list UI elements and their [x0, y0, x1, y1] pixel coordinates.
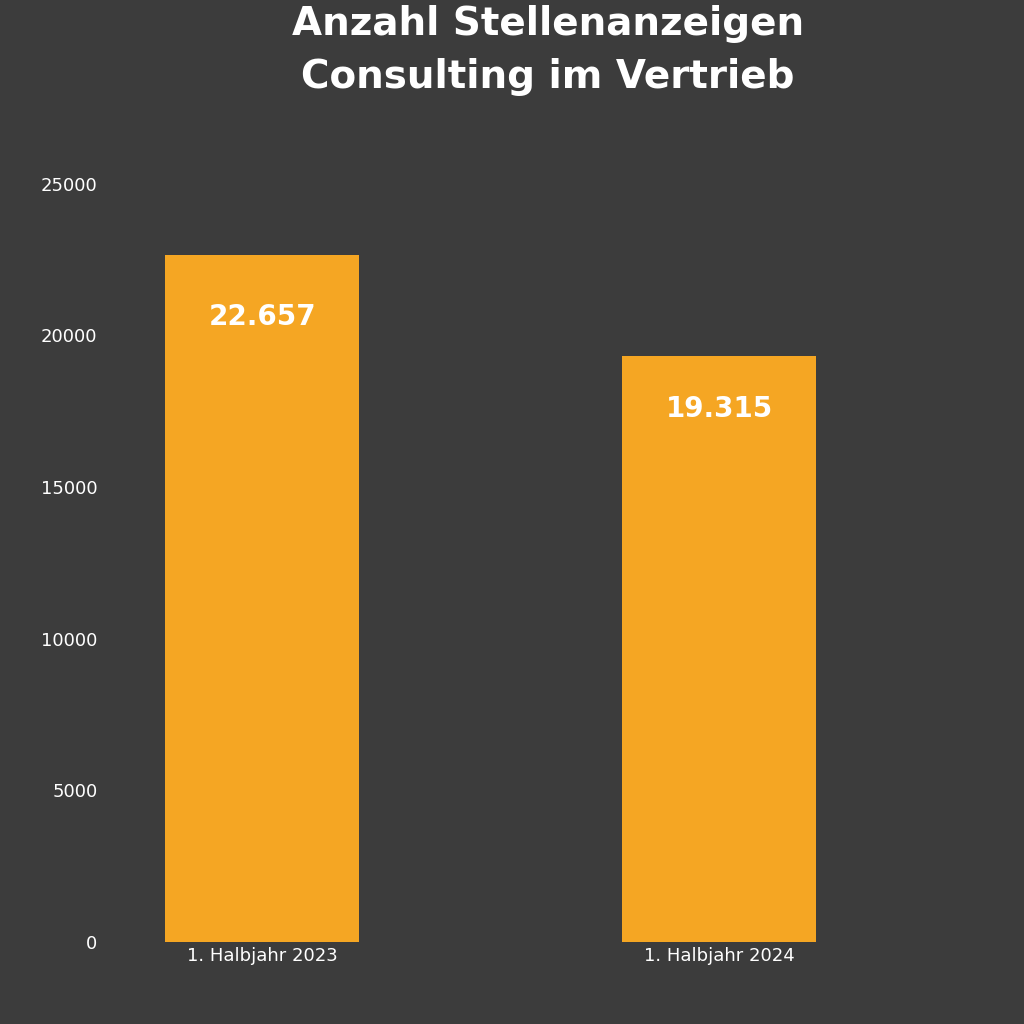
Title: Anzahl Stellenanzeigen
Consulting im Vertrieb: Anzahl Stellenanzeigen Consulting im Ver…	[292, 5, 804, 96]
Bar	[623, 356, 816, 942]
Bar	[165, 255, 359, 942]
Text: 22.657: 22.657	[209, 302, 316, 331]
Text: 19.315: 19.315	[666, 395, 773, 423]
